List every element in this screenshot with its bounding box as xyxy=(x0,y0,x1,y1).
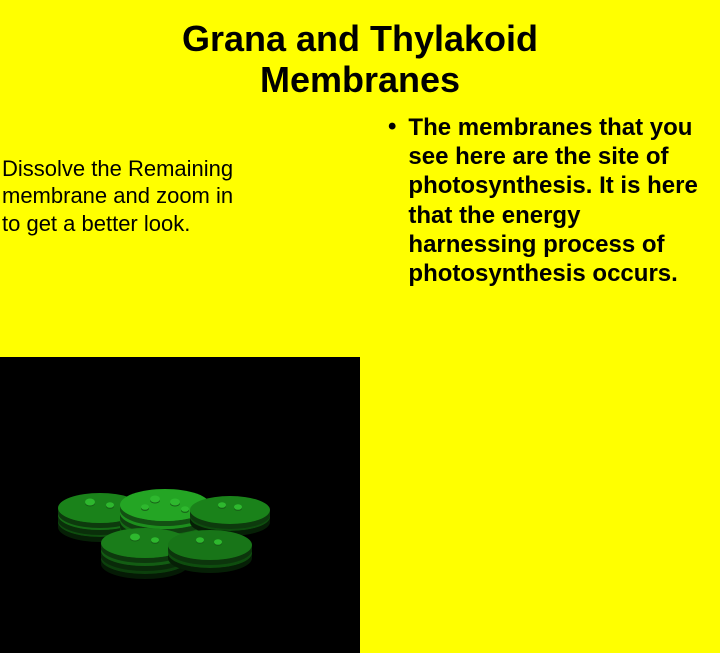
caption-line-2: membrane and zoom in xyxy=(2,182,360,210)
caption-line-3: to get a better look. xyxy=(2,210,360,238)
title-line-1: Grana and Thylakoid xyxy=(0,18,720,59)
bullet-icon: • xyxy=(388,113,396,142)
grana-illustration xyxy=(0,357,360,653)
bullet-item: • The membranes that you see here are th… xyxy=(388,113,700,289)
grana-image xyxy=(0,357,360,653)
body-text: The membranes that you see here are the … xyxy=(408,113,700,289)
right-column: • The membranes that you see here are th… xyxy=(360,113,720,289)
content-area: Dissolve the Remaining membrane and zoom… xyxy=(0,101,720,289)
title-line-2: Membranes xyxy=(0,59,720,100)
left-column: Dissolve the Remaining membrane and zoom… xyxy=(0,113,360,289)
slide-title: Grana and Thylakoid Membranes xyxy=(0,0,720,101)
caption-line-1: Dissolve the Remaining xyxy=(2,155,360,183)
image-caption: Dissolve the Remaining membrane and zoom… xyxy=(0,113,360,238)
